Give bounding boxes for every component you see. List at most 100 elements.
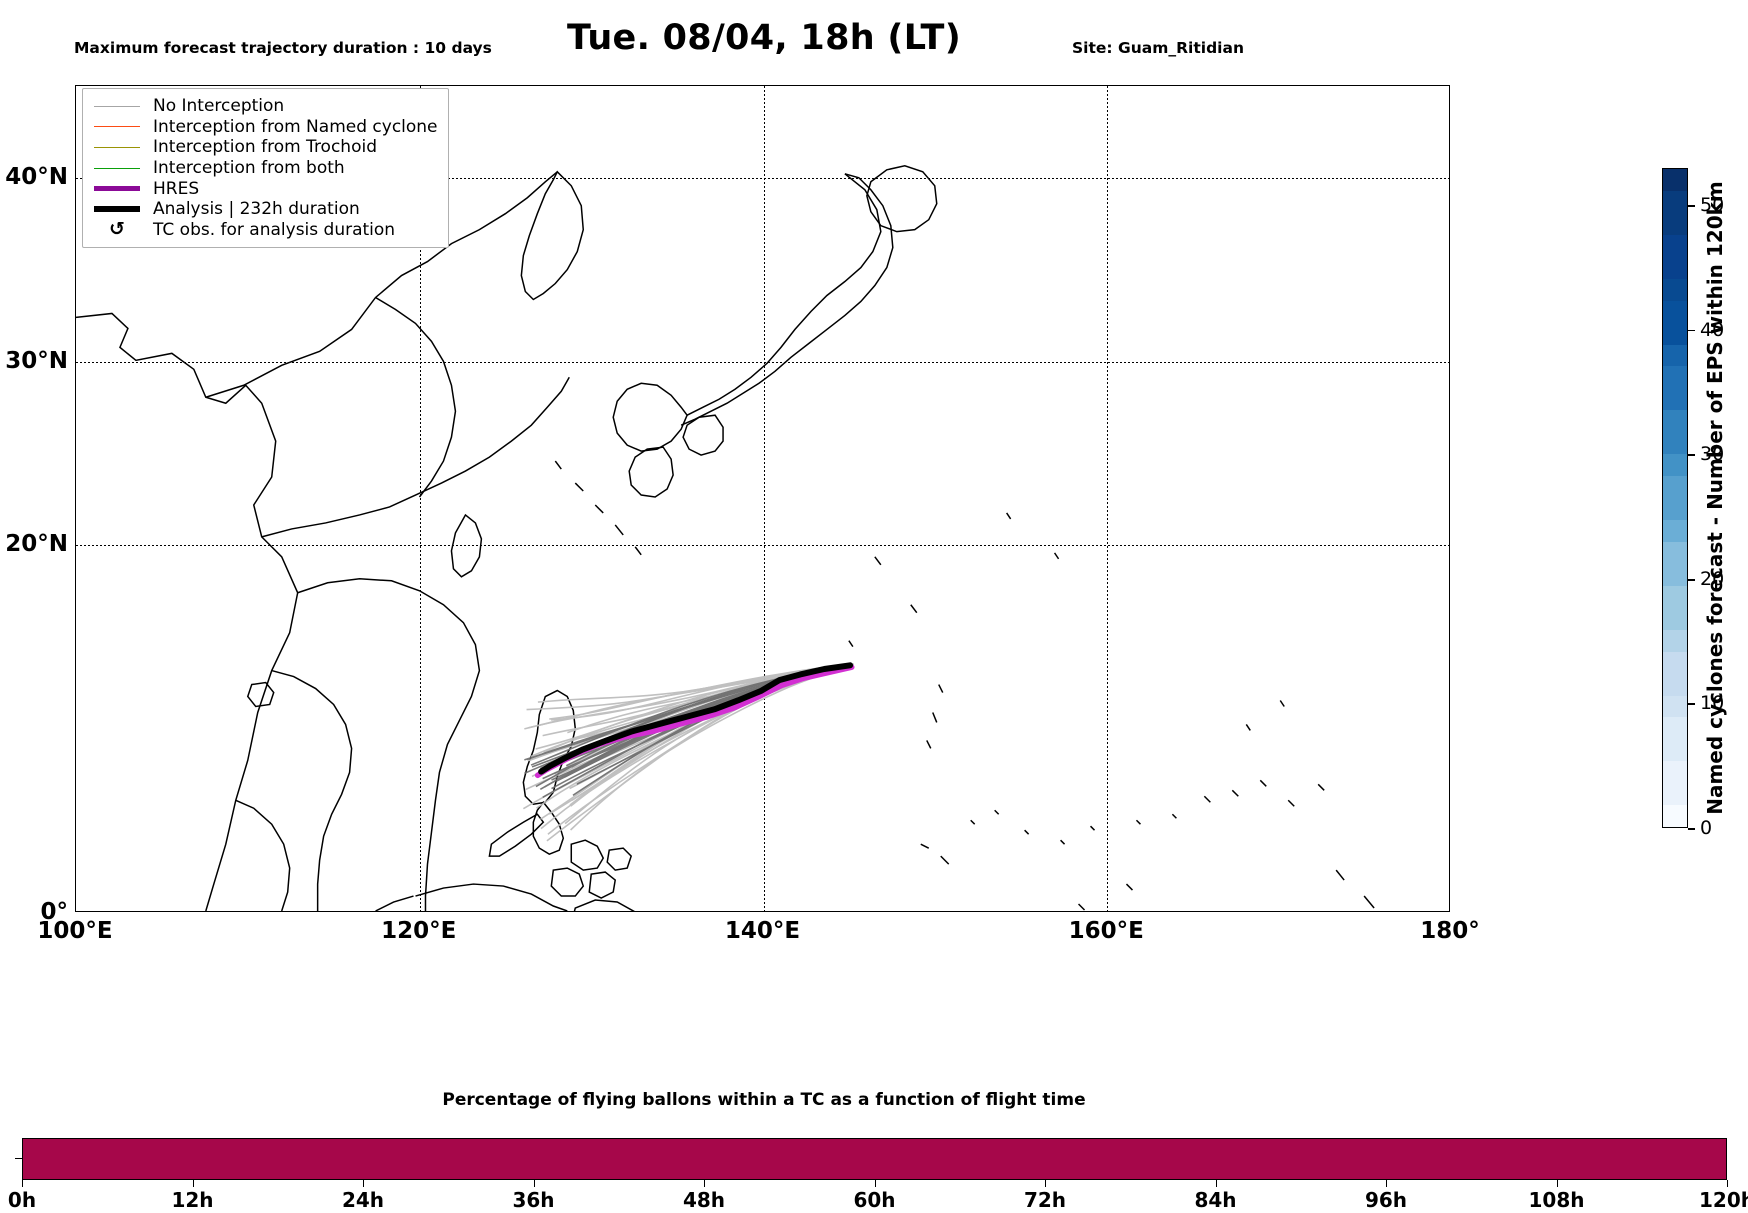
percentage-bar-tick-label: 24h <box>341 1188 385 1212</box>
colorbar-segment <box>1663 695 1687 718</box>
percentage-bar-tick <box>1556 1180 1558 1187</box>
colorbar-tick <box>1688 578 1695 581</box>
percentage-bar-tick <box>874 1180 876 1187</box>
legend-line-swatch <box>91 96 143 116</box>
colorbar-tick <box>1688 828 1695 830</box>
colorbar-segment <box>1663 585 1687 608</box>
gridline-vertical <box>1107 86 1109 911</box>
colorbar-tick <box>1688 205 1695 207</box>
legend-item: Interception from Trochoid <box>91 137 438 158</box>
header-left-line-1: Maximum forecast trajectory duration : 1… <box>74 39 492 57</box>
legend-item: HRES <box>91 178 438 199</box>
percentage-bar-tick-label: 36h <box>512 1188 555 1212</box>
colorbar-segment <box>1663 783 1687 806</box>
x-axis-tick-label: 160°E <box>1068 918 1144 944</box>
colorbar-gradient <box>1662 168 1688 828</box>
legend-line-sample <box>94 206 140 213</box>
percentage-bar-tick <box>192 1180 194 1187</box>
percentage-bar-tick <box>533 1180 535 1187</box>
colorbar: 0 10 20 30 40 50 <box>1662 168 1724 839</box>
percentage-bar-tick-label: 48h <box>682 1188 726 1212</box>
legend-item-label: Interception from both <box>153 158 345 179</box>
colorbar-segment <box>1663 673 1687 696</box>
y-axis-tick-label: 30°N <box>5 347 68 374</box>
map-coastlines-and-trajectories <box>76 165 1375 911</box>
colorbar-tick-label: 30 <box>1700 443 1725 466</box>
percentage-bar-tick-label: 12h <box>171 1188 214 1212</box>
y-axis-tick-label: 20°N <box>5 531 68 558</box>
gridline-horizontal <box>76 545 1449 547</box>
legend-item-label: Interception from Named cyclone <box>153 116 438 137</box>
ensemble-trajectory <box>537 663 854 703</box>
main-track-layer <box>534 662 855 779</box>
coastline-layer <box>76 165 1375 911</box>
legend-line-swatch <box>91 179 143 199</box>
colorbar-tick <box>1688 329 1695 332</box>
percentage-bar-tick <box>22 1180 24 1187</box>
legend-item-label: HRES <box>153 178 200 199</box>
colorbar-segment <box>1663 432 1687 455</box>
x-axis-tick-label: 120°E <box>381 918 457 944</box>
percentage-bar-title: Percentage of flying ballons within a TC… <box>442 1090 1086 1110</box>
colorbar-title: Named cyclones forecast - Number of EPS … <box>1703 181 1727 815</box>
legend-item-label: Interception from Trochoid <box>153 137 377 158</box>
site-label: Site: Guam_Ritidian <box>1072 39 1244 57</box>
colorbar-tick-label: 10 <box>1700 692 1725 715</box>
colorbar-segment <box>1663 805 1687 828</box>
percentage-bar-tick <box>704 1180 706 1187</box>
percentage-bar-tick-label: 96h <box>1364 1188 1408 1212</box>
y-axis-tick-label: 40°N <box>5 163 68 190</box>
percentage-bar-tick-label: 108h <box>1528 1188 1585 1212</box>
x-axis-tick-label: 140°E <box>724 918 801 944</box>
y-axis-tick-label: 0° <box>40 899 68 925</box>
percentage-bar-tick <box>1386 1180 1388 1187</box>
percentage-bar-tick-label: 60h <box>853 1188 896 1212</box>
legend-line-sample <box>94 186 140 192</box>
legend-item: ↺ TC obs. for analysis duration <box>91 220 438 241</box>
legend-item-label: No Interception <box>153 96 285 117</box>
colorbar-tick <box>1688 703 1695 706</box>
gridline-vertical <box>419 86 421 911</box>
colorbar-segment <box>1663 629 1687 652</box>
colorbar-segment <box>1663 344 1687 367</box>
colorbar-tick-label: 20 <box>1700 567 1725 590</box>
percentage-bar-tick <box>1045 1180 1047 1187</box>
colorbar-segment <box>1663 169 1687 191</box>
percentage-bar-plot <box>22 1138 1727 1180</box>
colorbar-tick-label: 0 <box>1700 817 1713 839</box>
legend-line-swatch <box>91 158 143 178</box>
colorbar-segment <box>1663 541 1687 564</box>
page-title: Tue. 08/04, 18h (LT) <box>566 18 962 58</box>
legend-item-label: Analysis | 232h duration <box>153 199 360 220</box>
colorbar-segment <box>1663 498 1687 520</box>
percentage-bar-tick-label: 72h <box>1023 1188 1067 1212</box>
percentage-bar-tick-label: 120h <box>1699 1188 1748 1212</box>
colorbar-segment <box>1663 410 1687 433</box>
percentage-bar-tick-label: 0h <box>7 1188 37 1212</box>
colorbar-segment <box>1663 476 1687 499</box>
tropical-cyclone-glyph: ↺ <box>109 218 125 241</box>
percentage-bar-tick-label: 84h <box>1194 1188 1237 1212</box>
tropical-cyclone-icon: ↺ <box>91 220 143 240</box>
colorbar-segment <box>1663 300 1687 323</box>
legend-item: Interception from Named cyclone <box>91 117 438 138</box>
legend-line-sample <box>94 105 140 107</box>
colorbar-segment <box>1663 190 1687 213</box>
legend-item: Analysis | 232h duration <box>91 199 438 220</box>
colorbar-tick-label: 50 <box>1700 194 1725 217</box>
legend-line-sample <box>94 167 140 169</box>
percentage-bar-tick <box>363 1180 365 1187</box>
analysis-track <box>538 662 854 775</box>
colorbar-segment <box>1663 234 1687 257</box>
colorbar-segment <box>1663 388 1687 411</box>
legend-line-sample <box>94 126 140 128</box>
colorbar-tick <box>1688 454 1695 456</box>
percentage-bar-tick <box>1215 1180 1217 1187</box>
colorbar-segment <box>1663 761 1687 784</box>
legend-line-sample <box>94 146 140 148</box>
colorbar-segment <box>1663 322 1687 345</box>
colorbar-segment <box>1663 717 1687 740</box>
legend-line-swatch <box>91 117 143 137</box>
legend-item-label: TC obs. for analysis duration <box>153 219 396 240</box>
